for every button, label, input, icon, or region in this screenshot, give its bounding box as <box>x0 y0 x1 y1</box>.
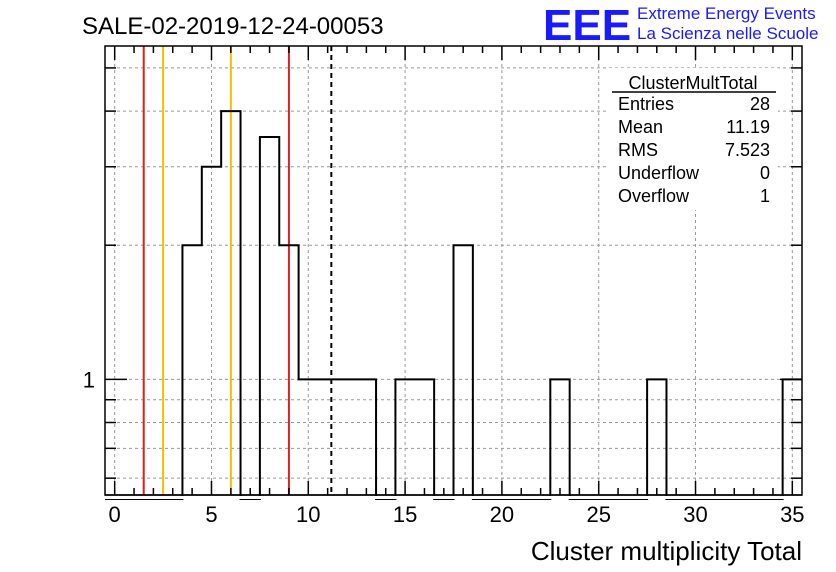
histogram-bin <box>182 245 201 495</box>
chart-title: SALE-02-2019-12-24-00053 <box>82 13 384 40</box>
x-tick-label: 10 <box>296 502 320 527</box>
x-tick-label: 25 <box>586 502 610 527</box>
marker-lines <box>142 46 333 495</box>
axis-ticks: 0 5 10 15 20 25 30 351 <box>83 46 805 527</box>
eee-logo-line2: La Scienza nelle Scuole <box>637 24 818 43</box>
stats-row-label: Entries <box>618 94 674 114</box>
axes-frame <box>0 45 836 499</box>
histogram-bin <box>318 379 337 495</box>
stats-row-label: RMS <box>618 140 658 160</box>
histogram-outline <box>105 110 802 500</box>
x-tick-label: 35 <box>780 502 804 527</box>
x-axis-title: Cluster multiplicity Total <box>531 536 802 566</box>
histogram-bin <box>550 379 569 495</box>
eee-logo: EEE Extreme Energy Events La Scienza nel… <box>543 1 818 50</box>
histogram-series <box>105 110 802 500</box>
histogram-bin <box>357 379 376 495</box>
histogram-bin <box>647 379 666 495</box>
stats-row-label: Mean <box>618 117 663 137</box>
x-tick-label: 30 <box>683 502 707 527</box>
stats-row-value: 7.523 <box>725 140 770 160</box>
stats-rows: Entries 28 Mean 11.19 RMS 7.523 Underflow 0 Over… <box>618 94 770 206</box>
stats-box: ClusterMultTotal Entries 28 Mean 11.19 RMS 7.… <box>608 68 778 210</box>
x-tick-label: 0 <box>109 502 121 527</box>
stats-row-label: Overflow <box>618 186 690 206</box>
y-tick-label: 1 <box>83 367 95 392</box>
x-tick-label: 5 <box>205 502 217 527</box>
stats-row-value: 0 <box>760 163 770 183</box>
x-tick-label: 20 <box>490 502 514 527</box>
stats-row-value: 1 <box>760 186 770 206</box>
histogram-bin <box>415 379 434 495</box>
histogram-bin <box>337 379 356 495</box>
eee-logo-mark: EEE <box>543 1 631 50</box>
stats-box-title: ClusterMultTotal <box>628 73 757 93</box>
stats-row-label: Underflow <box>618 163 700 183</box>
histogram-bin <box>454 245 473 495</box>
eee-logo-line1: Extreme Energy Events <box>637 4 816 23</box>
plot-frame-mask <box>0 496 836 499</box>
histogram-bin <box>260 137 279 495</box>
x-tick-label: 15 <box>393 502 417 527</box>
stats-row-value: 28 <box>750 94 770 114</box>
stats-row-value: 11.19 <box>726 117 770 137</box>
